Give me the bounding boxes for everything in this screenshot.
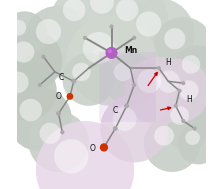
Circle shape — [66, 93, 73, 100]
Circle shape — [7, 72, 29, 93]
Circle shape — [157, 66, 161, 70]
Circle shape — [193, 126, 197, 131]
Circle shape — [100, 94, 168, 163]
Circle shape — [109, 24, 114, 29]
Circle shape — [2, 11, 47, 57]
Circle shape — [181, 81, 185, 85]
Circle shape — [172, 45, 223, 98]
Circle shape — [137, 69, 161, 93]
Circle shape — [178, 89, 182, 93]
Circle shape — [104, 53, 157, 106]
Circle shape — [83, 36, 87, 40]
Circle shape — [0, 60, 57, 121]
Circle shape — [56, 111, 61, 116]
Circle shape — [132, 36, 136, 40]
Circle shape — [174, 104, 178, 108]
Circle shape — [136, 11, 161, 36]
Text: Mn: Mn — [124, 46, 137, 55]
Circle shape — [90, 0, 114, 14]
Circle shape — [39, 123, 61, 144]
Circle shape — [182, 55, 200, 74]
Circle shape — [36, 19, 61, 44]
Circle shape — [113, 126, 118, 131]
Circle shape — [23, 6, 95, 77]
Circle shape — [62, 53, 115, 106]
Circle shape — [179, 81, 198, 100]
Circle shape — [164, 28, 186, 49]
Circle shape — [100, 143, 108, 152]
Text: H: H — [165, 58, 171, 67]
Circle shape — [161, 96, 214, 149]
Circle shape — [38, 83, 42, 87]
Circle shape — [41, 55, 45, 59]
Circle shape — [51, 0, 115, 51]
Circle shape — [154, 126, 174, 146]
Text: O: O — [90, 144, 95, 153]
Circle shape — [63, 0, 85, 21]
Circle shape — [13, 41, 34, 63]
Text: O: O — [56, 92, 61, 101]
Circle shape — [146, 59, 210, 123]
Circle shape — [116, 0, 138, 21]
Circle shape — [77, 0, 146, 45]
Circle shape — [71, 79, 76, 84]
Circle shape — [157, 70, 180, 93]
Circle shape — [125, 57, 193, 125]
Circle shape — [114, 63, 132, 81]
Circle shape — [72, 63, 91, 81]
Circle shape — [144, 115, 200, 172]
Text: C: C — [113, 106, 118, 115]
Circle shape — [8, 87, 72, 151]
Circle shape — [105, 47, 118, 59]
Circle shape — [153, 17, 214, 77]
Circle shape — [104, 0, 168, 51]
Circle shape — [124, 103, 129, 108]
Circle shape — [108, 49, 112, 53]
Circle shape — [83, 32, 115, 64]
Text: C: C — [59, 73, 64, 82]
FancyBboxPatch shape — [99, 52, 156, 122]
Circle shape — [170, 106, 189, 125]
Circle shape — [19, 99, 42, 121]
Circle shape — [28, 112, 89, 172]
Circle shape — [132, 83, 136, 87]
Circle shape — [2, 30, 62, 91]
Circle shape — [185, 131, 200, 145]
Text: H: H — [186, 95, 192, 104]
Circle shape — [60, 130, 64, 134]
Circle shape — [123, 0, 195, 70]
Circle shape — [10, 20, 26, 36]
Circle shape — [66, 15, 157, 106]
Circle shape — [168, 70, 223, 127]
Circle shape — [181, 119, 185, 123]
Circle shape — [178, 123, 219, 164]
Circle shape — [54, 139, 89, 174]
Circle shape — [113, 107, 136, 131]
Circle shape — [36, 121, 134, 189]
